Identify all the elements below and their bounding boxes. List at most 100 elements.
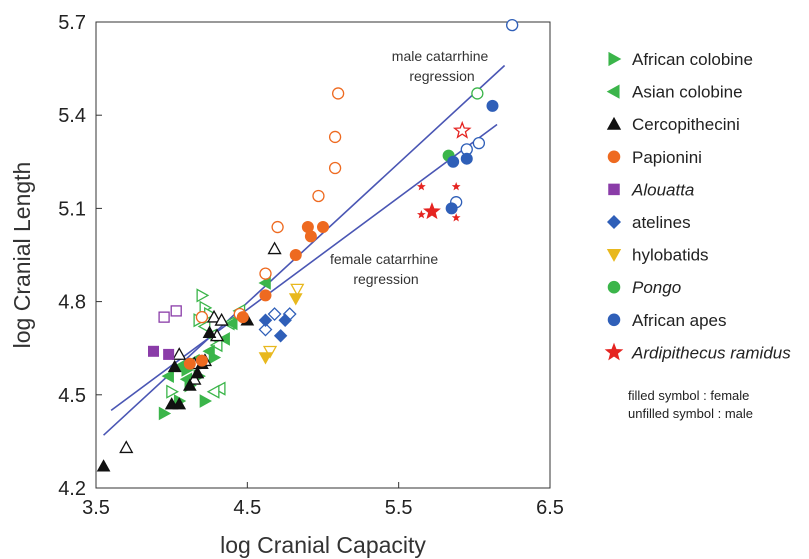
papionini-female-point	[304, 230, 317, 243]
legend-label-hylobatids: hylobatids	[632, 246, 709, 265]
y-axis-title: log Cranial Length	[9, 162, 35, 349]
legend-label-cercopithecini: Cercopithecini	[632, 115, 740, 134]
note-filled: filled symbol : female	[628, 388, 749, 403]
asian-colobine-female-point	[202, 344, 215, 359]
cercopithecini-female-point	[182, 378, 197, 391]
note-unfilled: unfilled symbol : male	[628, 406, 753, 421]
y-tick-label: 4.2	[58, 478, 86, 500]
legend-label-alouatta: Alouatta	[631, 180, 694, 199]
axis-ticks: 3.5 4.5 5.5 6.5 4.2 4.5 4.8 5.1 5.4 5.7	[58, 12, 564, 519]
cercopithecini-male-point	[267, 241, 282, 255]
legend-label-african-colobine: African colobine	[632, 50, 753, 69]
asian-colobine-female-point	[258, 276, 271, 290]
legend-marker-pongo	[607, 280, 621, 294]
papionini-female-point	[236, 311, 249, 324]
asian-colobine-female-point	[217, 332, 230, 346]
legend-marker-ardipithecus	[604, 342, 624, 361]
papionini-female-point	[183, 357, 196, 370]
cercopithecini-female-point	[172, 397, 187, 410]
alouatta-male-point	[170, 305, 182, 317]
alouatta-female-point	[163, 348, 175, 360]
asian-colobine-male-point	[209, 337, 223, 353]
x-tick-label: 3.5	[82, 497, 110, 519]
papionini-male-point	[271, 220, 284, 234]
african-colobine-female-point	[158, 406, 172, 421]
cercopithecini-male-point	[206, 309, 222, 323]
african-colobine-male-point	[196, 288, 210, 303]
african-colobine-female-point	[199, 394, 212, 408]
female-regression-line	[110, 123, 498, 411]
ardipithecus-small-point	[416, 210, 426, 219]
papionini-male-point	[259, 267, 272, 280]
male-regression-line	[103, 64, 506, 436]
asian-colobine-male-point	[212, 381, 226, 396]
asian-colobine-female-point	[161, 369, 174, 384]
legend-label-ardipithecus: Ardipithecus ramidus	[631, 343, 791, 362]
ardipithecus-small-point	[416, 182, 426, 191]
legend-marker-papionini	[607, 150, 621, 164]
y-tick-label: 5.1	[58, 198, 86, 220]
data-points	[96, 18, 519, 472]
legend-marker-asian-colobine	[606, 84, 620, 99]
alouatta-female-point	[148, 345, 160, 357]
papionini-male-point	[195, 310, 209, 324]
papionini-male-point	[312, 189, 325, 203]
papionini-male-point	[328, 130, 342, 144]
asian-colobine-female-point	[225, 316, 238, 331]
african-apes-female-point	[447, 155, 460, 168]
asian-colobine-male-point	[206, 384, 220, 399]
legend-label-african-apes: African apes	[632, 311, 727, 330]
x-tick-label: 5.5	[385, 497, 413, 519]
regression-lines	[103, 64, 506, 436]
legend-marker-alouatta	[608, 183, 620, 196]
hylobatids-female-point	[288, 293, 303, 306]
atelines-female-point	[273, 329, 288, 343]
pongo-male-point	[471, 87, 484, 100]
papionini-female-point	[195, 354, 208, 367]
papionini-male-point	[331, 87, 345, 100]
x-tick-label: 6.5	[536, 497, 564, 519]
x-axis-title: log Cranial Capacity	[220, 532, 426, 558]
papionini-female-point	[259, 289, 272, 302]
plot-frame	[95, 21, 551, 489]
african-apes-female-point	[486, 99, 499, 112]
atelines-female-point	[278, 313, 292, 327]
papionini-male-point	[328, 161, 342, 175]
male-regression-label: male catarrhine regression	[392, 48, 492, 84]
atelines-male-point	[267, 307, 282, 321]
ardipithecus-female-point	[423, 202, 441, 220]
legend-label-papionini: Papionini	[632, 148, 702, 167]
atelines-male-point	[258, 322, 273, 337]
legend-marker-african-apes	[607, 313, 621, 327]
legend-marker-african-colobine	[608, 51, 622, 67]
y-tick-label: 4.8	[58, 292, 86, 314]
y-tick-label: 5.4	[58, 105, 86, 127]
cercopithecini-male-point	[172, 347, 187, 360]
legend-label-atelines: atelines	[632, 213, 691, 232]
female-regression-label: female catarrhine regression	[330, 251, 442, 287]
legend-label-pongo: Pongo	[632, 278, 681, 297]
x-tick-label: 4.5	[233, 497, 261, 519]
african-colobine-male-point	[166, 384, 180, 399]
african-apes-female-point	[445, 202, 458, 215]
legend-marker-hylobatids	[606, 249, 622, 262]
african-apes-male-point	[472, 137, 486, 150]
cercopithecini-male-point	[214, 312, 229, 326]
ardipithecus-male-point	[452, 120, 472, 139]
cercopithecini-male-point	[119, 440, 134, 454]
ardipithecus-small-point	[451, 182, 461, 191]
cercopithecini-female-point	[202, 325, 217, 338]
hylobatids-female-point	[258, 352, 273, 365]
cercopithecini-female-point	[96, 459, 111, 472]
legend-label-asian-colobine: Asian colobine	[632, 83, 743, 102]
papionini-female-point	[317, 221, 329, 234]
papionini-female-point	[289, 249, 302, 261]
y-tick-label: 5.7	[58, 12, 86, 34]
african-apes-male-point	[506, 18, 519, 32]
ardipithecus-small-point	[451, 213, 461, 222]
cercopithecini-female-point	[167, 359, 182, 373]
alouatta-male-point	[158, 311, 170, 323]
cercopithecini-female-point	[190, 366, 205, 379]
legend-marker-atelines	[606, 214, 622, 230]
